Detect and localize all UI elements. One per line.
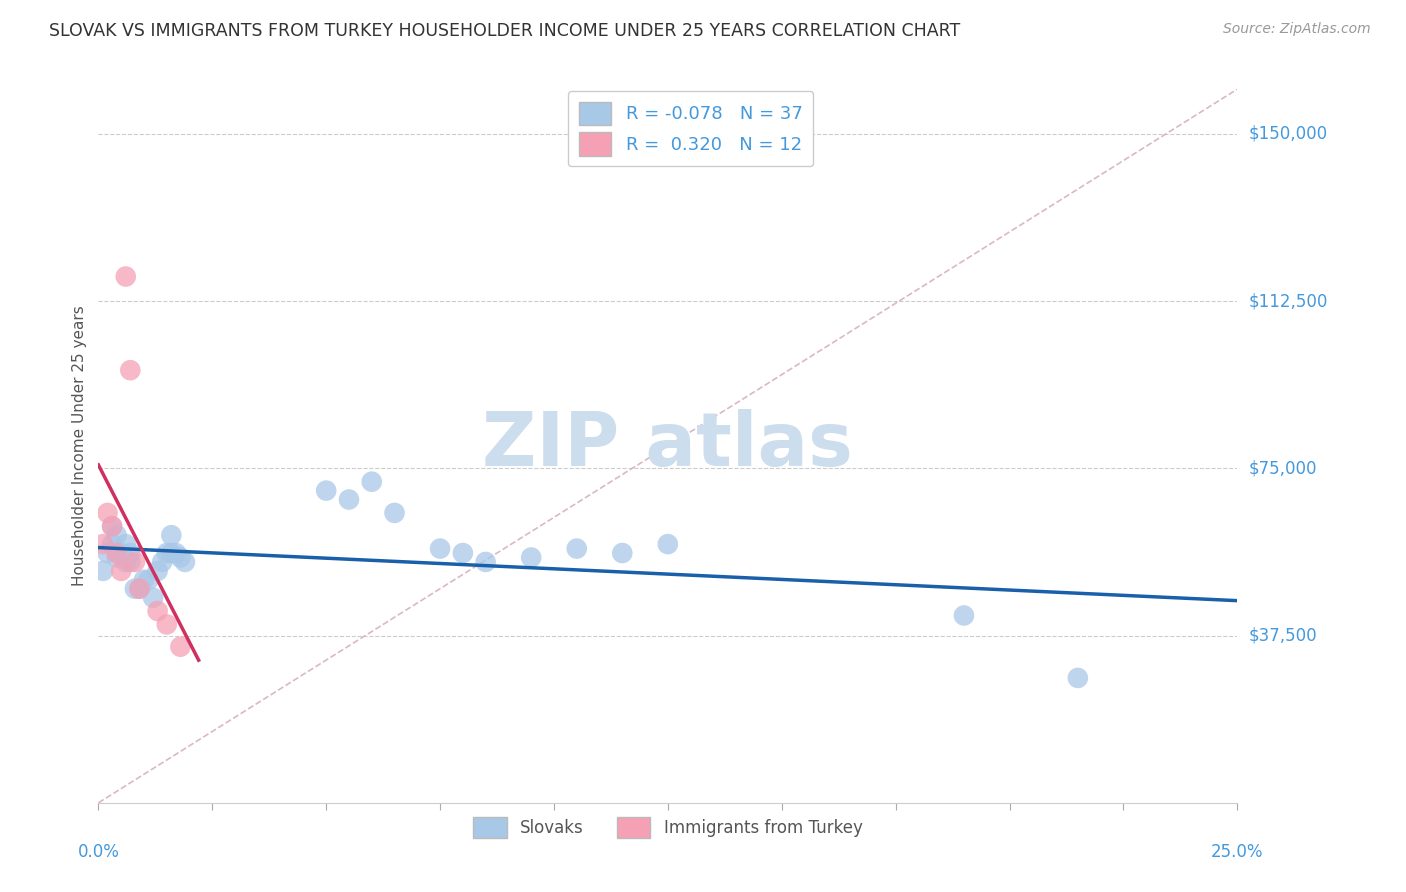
- Immigrants from Turkey: [96, 506, 118, 520]
- Y-axis label: Householder Income Under 25 years: Householder Income Under 25 years: [72, 306, 87, 586]
- Text: $75,000: $75,000: [1249, 459, 1317, 477]
- Text: 25.0%: 25.0%: [1211, 843, 1264, 861]
- Slovaks: [169, 550, 191, 565]
- Slovaks: [91, 564, 114, 578]
- Slovaks: [953, 608, 976, 623]
- Text: Source: ZipAtlas.com: Source: ZipAtlas.com: [1223, 22, 1371, 37]
- Slovaks: [384, 506, 406, 520]
- Slovaks: [101, 537, 124, 551]
- Slovaks: [520, 550, 543, 565]
- Text: $112,500: $112,500: [1249, 292, 1327, 310]
- Immigrants from Turkey: [156, 617, 179, 632]
- Slovaks: [101, 519, 124, 533]
- Slovaks: [565, 541, 588, 556]
- Immigrants from Turkey: [105, 546, 128, 560]
- Slovaks: [132, 573, 155, 587]
- Slovaks: [120, 546, 142, 560]
- Slovaks: [451, 546, 474, 560]
- Text: 0.0%: 0.0%: [77, 843, 120, 861]
- Slovaks: [105, 550, 128, 565]
- Slovaks: [612, 546, 634, 560]
- Slovaks: [657, 537, 679, 551]
- Slovaks: [337, 492, 360, 507]
- Slovaks: [124, 582, 146, 596]
- Slovaks: [105, 528, 128, 542]
- Slovaks: [128, 582, 150, 596]
- Slovaks: [429, 541, 451, 556]
- Immigrants from Turkey: [128, 582, 150, 596]
- Slovaks: [120, 555, 142, 569]
- Slovaks: [156, 546, 179, 560]
- Immigrants from Turkey: [91, 537, 114, 551]
- Immigrants from Turkey: [110, 564, 132, 578]
- Slovaks: [146, 564, 169, 578]
- Slovaks: [315, 483, 337, 498]
- Immigrants from Turkey: [169, 640, 191, 654]
- Text: ZIP atlas: ZIP atlas: [482, 409, 853, 483]
- Immigrants from Turkey: [124, 555, 146, 569]
- Immigrants from Turkey: [146, 604, 169, 618]
- Text: $37,500: $37,500: [1249, 626, 1317, 645]
- Legend: Slovaks, Immigrants from Turkey: Slovaks, Immigrants from Turkey: [467, 811, 869, 845]
- Immigrants from Turkey: [120, 363, 142, 377]
- Slovaks: [360, 475, 382, 489]
- Text: SLOVAK VS IMMIGRANTS FROM TURKEY HOUSEHOLDER INCOME UNDER 25 YEARS CORRELATION C: SLOVAK VS IMMIGRANTS FROM TURKEY HOUSEHO…: [49, 22, 960, 40]
- Slovaks: [110, 546, 132, 560]
- Slovaks: [160, 546, 183, 560]
- Slovaks: [114, 537, 136, 551]
- Slovaks: [474, 555, 496, 569]
- Slovaks: [150, 555, 173, 569]
- Slovaks: [138, 573, 160, 587]
- Slovaks: [96, 546, 118, 560]
- Slovaks: [114, 555, 136, 569]
- Slovaks: [165, 546, 187, 560]
- Slovaks: [142, 591, 165, 605]
- Immigrants from Turkey: [114, 269, 136, 284]
- Slovaks: [174, 555, 197, 569]
- Immigrants from Turkey: [101, 519, 124, 533]
- Text: $150,000: $150,000: [1249, 125, 1327, 143]
- Slovaks: [1067, 671, 1090, 685]
- Slovaks: [160, 528, 183, 542]
